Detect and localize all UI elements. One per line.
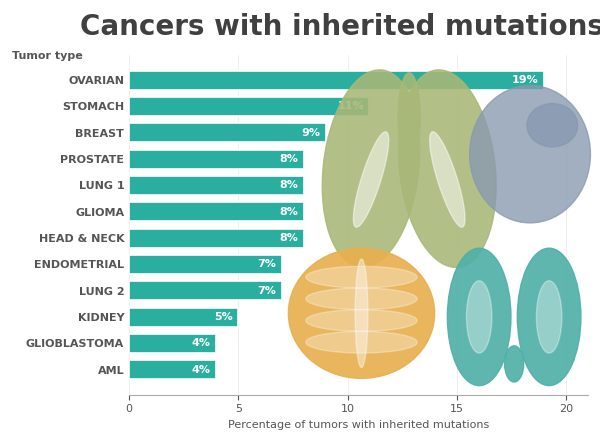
Ellipse shape bbox=[306, 310, 417, 331]
Ellipse shape bbox=[466, 281, 492, 353]
Bar bbox=[129, 149, 304, 168]
X-axis label: Percentage of tumors with inherited mutations: Percentage of tumors with inherited muta… bbox=[228, 420, 489, 430]
Ellipse shape bbox=[398, 70, 496, 267]
Ellipse shape bbox=[517, 248, 581, 385]
Text: 5%: 5% bbox=[214, 312, 233, 322]
Ellipse shape bbox=[306, 331, 417, 353]
Text: 4%: 4% bbox=[192, 365, 211, 375]
Text: 7%: 7% bbox=[257, 286, 277, 296]
Ellipse shape bbox=[536, 281, 562, 353]
Ellipse shape bbox=[448, 248, 511, 385]
Text: 8%: 8% bbox=[280, 154, 298, 164]
Bar bbox=[129, 202, 304, 221]
Text: 8%: 8% bbox=[280, 233, 298, 243]
Ellipse shape bbox=[430, 132, 465, 227]
Ellipse shape bbox=[353, 132, 389, 227]
Ellipse shape bbox=[398, 73, 421, 163]
Bar bbox=[129, 97, 370, 116]
Ellipse shape bbox=[355, 259, 368, 367]
Ellipse shape bbox=[306, 266, 417, 288]
Ellipse shape bbox=[322, 70, 420, 267]
Text: 19%: 19% bbox=[512, 75, 539, 85]
Bar bbox=[129, 360, 217, 379]
Bar bbox=[129, 255, 282, 274]
Ellipse shape bbox=[470, 86, 590, 223]
Ellipse shape bbox=[306, 288, 417, 310]
Ellipse shape bbox=[289, 248, 434, 378]
Bar bbox=[129, 71, 544, 90]
Bar bbox=[129, 228, 304, 247]
Bar bbox=[129, 308, 238, 327]
Ellipse shape bbox=[505, 346, 524, 382]
Text: 4%: 4% bbox=[192, 338, 211, 348]
Text: 11%: 11% bbox=[337, 101, 364, 112]
Text: Tumor type: Tumor type bbox=[12, 51, 83, 61]
Text: 7%: 7% bbox=[257, 259, 277, 269]
Text: 8%: 8% bbox=[280, 180, 298, 191]
Bar bbox=[129, 334, 217, 353]
Bar bbox=[129, 176, 304, 195]
Text: 8%: 8% bbox=[280, 207, 298, 217]
Bar bbox=[129, 281, 282, 300]
Text: Cancers with inherited mutations: Cancers with inherited mutations bbox=[80, 13, 600, 41]
Text: 9%: 9% bbox=[301, 128, 320, 138]
Bar bbox=[129, 123, 326, 142]
Ellipse shape bbox=[527, 104, 578, 147]
